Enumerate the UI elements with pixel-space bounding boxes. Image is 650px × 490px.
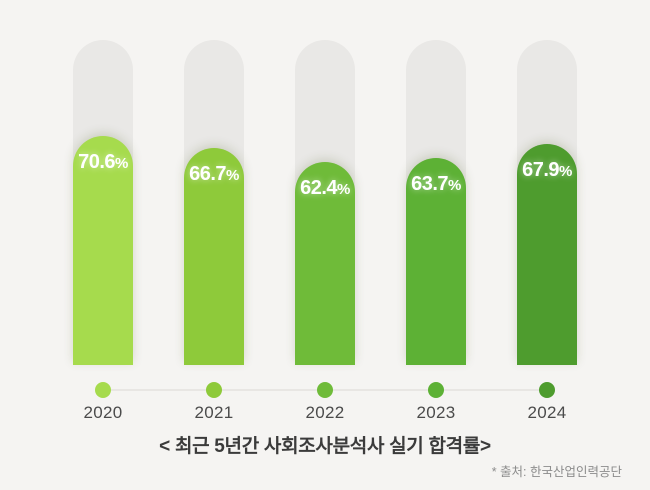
bar-value-label: 67.9% [517, 144, 577, 182]
bar-value-number: 62.4 [300, 177, 338, 200]
year-label: 2023 [416, 403, 456, 422]
year-dot [95, 382, 111, 398]
bar-fill: 67.9% [517, 144, 577, 365]
bar-value-percent-sign: % [226, 167, 239, 185]
bar-track: 63.7% [406, 40, 466, 365]
year-label: 2021 [194, 403, 234, 422]
bar-column: 67.9% 2024 [517, 40, 577, 423]
year-dot [428, 382, 444, 398]
bar-value-percent-sign: % [448, 176, 461, 194]
bar-value-label: 70.6% [73, 136, 133, 174]
bar-track: 70.6% [73, 40, 133, 365]
bar-value-label: 63.7% [406, 158, 466, 196]
year-dot [539, 382, 555, 398]
bar-fill: 70.6% [73, 135, 133, 365]
bar-fill: 62.4% [295, 162, 355, 365]
bar-value-number: 70.6 [78, 150, 116, 173]
bar-track: 62.4% [295, 40, 355, 365]
year-dot [317, 382, 333, 398]
bar-column: 62.4% 2022 [295, 40, 355, 423]
bar-group: 70.6% 2020 66.7% 2021 62.4% 2022 63.7% [73, 40, 577, 423]
bar-value-percent-sign: % [559, 163, 572, 181]
bar-column: 70.6% 2020 [73, 40, 133, 423]
bar-value-percent-sign: % [337, 181, 350, 199]
bar-value-number: 63.7 [411, 172, 449, 195]
year-label: 2022 [305, 403, 345, 422]
bar-column: 66.7% 2021 [184, 40, 244, 423]
bar-value-percent-sign: % [115, 154, 128, 172]
bar-column: 63.7% 2023 [406, 40, 466, 423]
bar-value-label: 66.7% [184, 148, 244, 186]
bar-track: 66.7% [184, 40, 244, 365]
year-label: 2020 [83, 403, 123, 422]
bar-fill: 63.7% [406, 157, 466, 365]
chart-title: < 최근 5년간 사회조사분석사 실기 합격률> [159, 436, 491, 457]
bar-value-number: 67.9 [522, 159, 560, 182]
year-dot [206, 382, 222, 398]
source-note: * 출처: 한국산업인력공단 [491, 465, 622, 479]
year-label: 2024 [527, 403, 567, 422]
bar-fill: 66.7% [184, 148, 244, 365]
bar-track: 67.9% [517, 40, 577, 365]
bar-value-label: 62.4% [295, 162, 355, 200]
bar-value-number: 66.7 [189, 163, 227, 186]
